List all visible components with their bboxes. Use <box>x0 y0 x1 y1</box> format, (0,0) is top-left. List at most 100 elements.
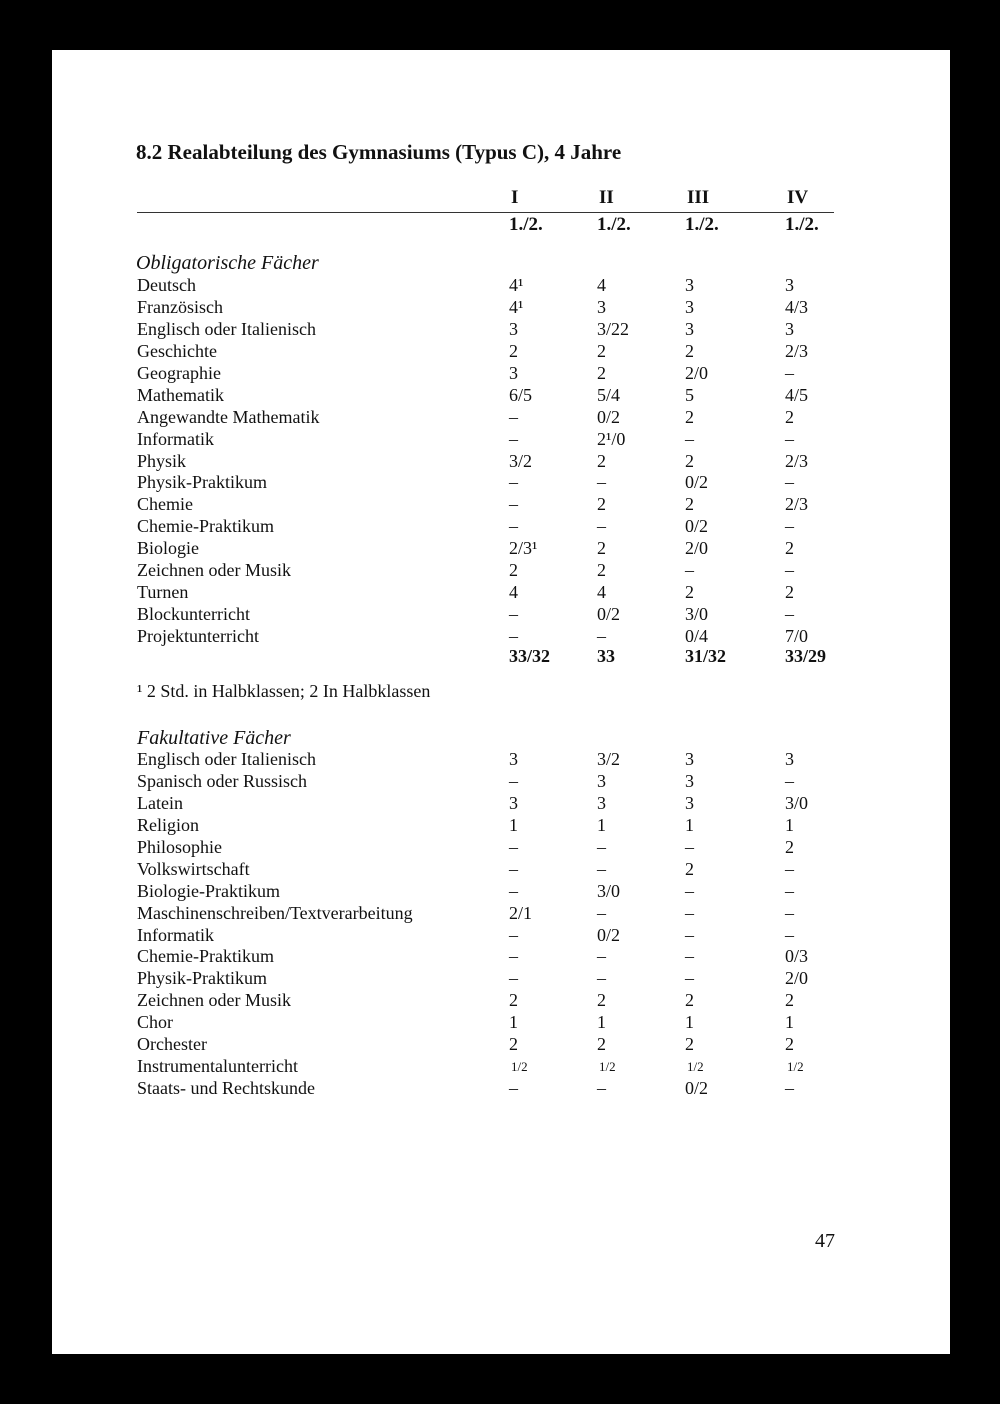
column-roman-1: I <box>511 187 519 208</box>
subject-label: Informatik <box>137 924 214 945</box>
cell-value: 1 <box>785 814 794 835</box>
subject-label: Spanisch oder Russisch <box>137 770 307 791</box>
subject-label: Physik-Praktikum <box>137 472 268 493</box>
column-sub-3: 1./2. <box>685 214 719 235</box>
subject-label: Volkswirtschaft <box>137 858 250 879</box>
subject-label: Orchester <box>137 1034 207 1055</box>
cell-value: – <box>509 880 518 901</box>
cell-value: 3 <box>685 792 694 813</box>
cell-value: – <box>785 604 794 625</box>
subject-label: Biologie-Praktikum <box>137 880 280 901</box>
cell-value: 3/0 <box>785 792 809 813</box>
cell-value: 2 <box>509 990 518 1011</box>
cell-value: – <box>509 406 518 427</box>
cell-value: 0/2 <box>597 604 621 625</box>
cell-value: – <box>785 880 794 901</box>
cell-value: – <box>685 880 694 901</box>
cell-value: – <box>509 604 518 625</box>
cell-value: 2 <box>509 1034 518 1055</box>
cell-value: 0/2 <box>685 516 709 537</box>
cell-value: – <box>509 946 518 967</box>
cell-value: 1 <box>509 814 518 835</box>
cell-value: 3 <box>685 749 694 769</box>
cell-value: 4/3 <box>785 296 809 317</box>
cell-value: – <box>509 924 518 945</box>
cell-value: 1 <box>509 1012 518 1033</box>
column-sub-2: 1./2. <box>597 214 631 235</box>
cell-value: – <box>685 902 694 923</box>
cell-value: 3 <box>685 318 694 339</box>
header-rule <box>137 212 834 213</box>
cell-value: – <box>509 858 518 879</box>
cell-value: 1/2 <box>687 1059 704 1075</box>
cell-value: 4/5 <box>785 384 809 405</box>
cell-value: 3 <box>785 749 794 769</box>
cell-value: 3/0 <box>597 880 621 901</box>
cell-value: 2 <box>597 494 606 515</box>
cell-value: – <box>685 836 694 857</box>
cell-value: – <box>785 428 794 449</box>
cell-value: 2 <box>785 538 794 559</box>
cell-value: – <box>597 946 606 967</box>
cell-value: – <box>509 494 518 515</box>
cell-value: – <box>509 968 518 989</box>
cell-value: – <box>509 1078 518 1099</box>
column-roman-3: III <box>687 187 710 208</box>
cell-value: – <box>509 836 518 857</box>
cell-value: 3 <box>509 318 518 339</box>
cell-value: 2 <box>685 340 694 361</box>
cell-value: 2/0 <box>685 538 709 559</box>
subject-label: Chemie <box>137 494 193 515</box>
column-sub-1: 1./2. <box>509 214 543 235</box>
cell-value: 3 <box>785 275 794 295</box>
cell-value: 1/2 <box>599 1059 616 1075</box>
cell-value: 2 <box>685 494 694 515</box>
subject-label: Chor <box>137 1012 173 1033</box>
subject-label: Projektunterricht <box>137 626 259 647</box>
cell-value: 0/2 <box>685 1078 709 1099</box>
cell-value: 4¹ <box>509 296 524 317</box>
cell-value: 3 <box>509 362 518 383</box>
cell-value: – <box>597 858 606 879</box>
cell-value: 2 <box>685 990 694 1011</box>
total-value: 33/32 <box>509 645 551 666</box>
cell-value: 2 <box>685 450 694 471</box>
cell-value: – <box>597 968 606 989</box>
cell-value: 3 <box>597 296 606 317</box>
cell-value: – <box>785 858 794 879</box>
cell-value: – <box>509 428 518 449</box>
cell-value: 1/2 <box>787 1059 804 1075</box>
cell-value: – <box>597 472 606 493</box>
cell-value: – <box>597 1078 606 1099</box>
cell-value: – <box>785 516 794 537</box>
subject-label: Englisch oder Italienisch <box>137 749 316 769</box>
cell-value: – <box>785 560 794 581</box>
cell-value: 2/3 <box>785 450 809 471</box>
cell-value: 0/2 <box>597 924 621 945</box>
subject-label: Französisch <box>137 296 223 317</box>
cell-value: – <box>785 924 794 945</box>
cell-value: – <box>685 924 694 945</box>
cell-value: 2 <box>685 582 694 603</box>
cell-value: 2 <box>785 406 794 427</box>
cell-value: – <box>685 428 694 449</box>
cell-value: 2 <box>509 560 518 581</box>
subject-label: Blockunterricht <box>137 604 250 625</box>
cell-value: 2/3 <box>785 494 809 515</box>
subject-label: Turnen <box>137 582 189 603</box>
cell-value: 6/5 <box>509 384 533 405</box>
column-sub-4: 1./2. <box>785 214 819 235</box>
subject-label: Zeichnen oder Musik <box>137 990 291 1011</box>
cell-value: 1/2 <box>511 1059 528 1075</box>
cell-value: 2 <box>685 858 694 879</box>
cell-value: 4 <box>597 275 606 295</box>
subject-label: Physik-Praktikum <box>137 968 268 989</box>
column-roman-4: IV <box>787 187 809 208</box>
subject-label: Geographie <box>137 362 221 383</box>
cell-value: 1 <box>597 1012 606 1033</box>
cell-value: 2 <box>597 340 606 361</box>
cell-value: 2 <box>597 990 606 1011</box>
cell-value: 2¹/0 <box>597 428 626 449</box>
subject-label: Informatik <box>137 428 214 449</box>
cell-value: 3 <box>509 792 518 813</box>
